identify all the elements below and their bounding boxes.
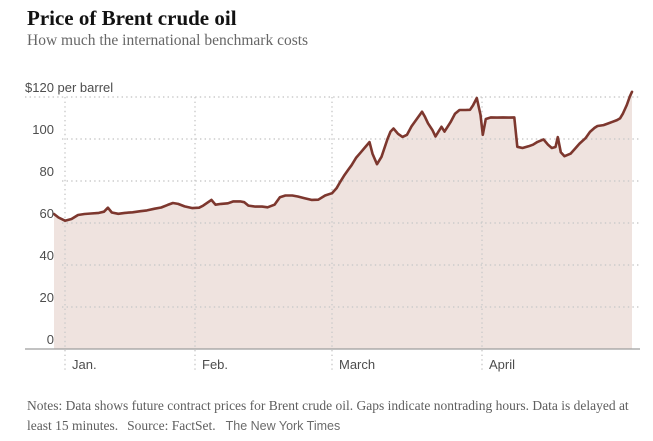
chart-subtitle: How much the international benchmark cos… bbox=[27, 32, 309, 49]
y-tick-label-60: 60 bbox=[40, 206, 54, 221]
chart-footnotes: Notes: Data shows future contract prices… bbox=[27, 396, 633, 437]
area-fill bbox=[54, 91, 632, 350]
source-text: Source: FactSet. bbox=[127, 418, 216, 434]
y-tick-label-100: 100 bbox=[32, 122, 54, 137]
y-tick-label-0: 0 bbox=[47, 332, 54, 347]
y-axis-unit-label: $120 per barrel bbox=[25, 80, 113, 95]
y-tick-label-40: 40 bbox=[40, 248, 54, 263]
x-tick-label-April: April bbox=[489, 357, 515, 372]
price-line bbox=[52, 90, 634, 222]
nyt-credit: The New York Times bbox=[225, 419, 341, 434]
y-tick-label-80: 80 bbox=[40, 164, 54, 179]
x-tick-label-Feb: Feb. bbox=[202, 357, 228, 372]
y-tick-label-20: 20 bbox=[40, 290, 54, 305]
chart-title: Price of Brent crude oil bbox=[27, 6, 237, 30]
x-tick-label-Jan: Jan. bbox=[72, 357, 97, 372]
notes-text: Notes: Data shows future contract prices… bbox=[27, 398, 629, 434]
x-tick-label-March: March bbox=[339, 357, 375, 372]
